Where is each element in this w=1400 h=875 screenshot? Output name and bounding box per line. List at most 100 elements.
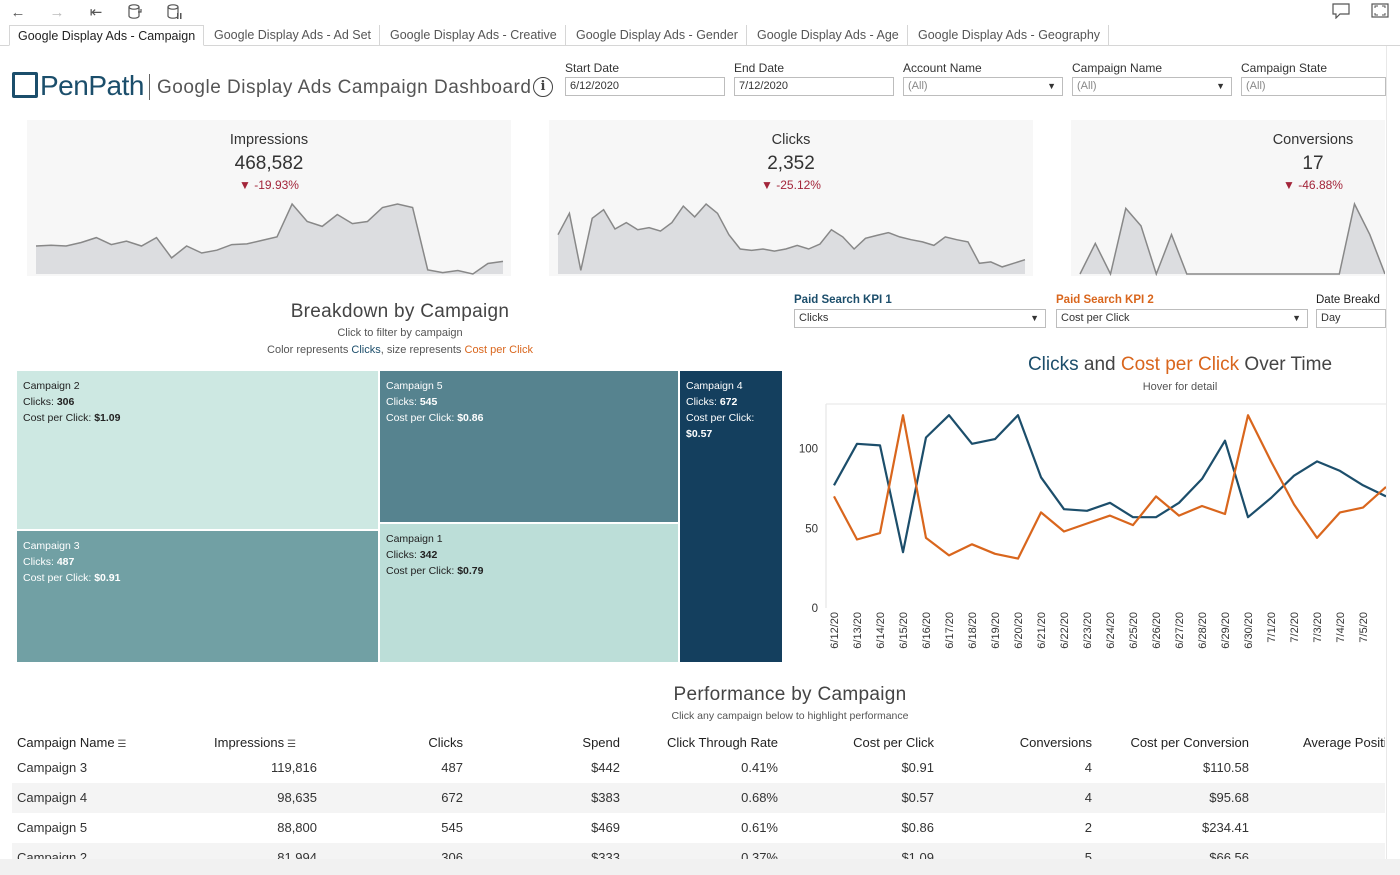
filter-campaign-name: Campaign Name (All) ▼ (1072, 61, 1232, 96)
sort-icon[interactable]: ☰ (117, 739, 127, 750)
toolbar: ← → ⇤ (0, 0, 1400, 26)
tile-cpc: Cost per Click: $1.09 (23, 410, 372, 426)
fullscreen-icon[interactable] (1370, 3, 1390, 23)
cell-spend: $383 (591, 790, 620, 805)
x-tick-label: 6/28/20 (1197, 612, 1209, 649)
filter-label: Account Name (903, 61, 982, 75)
dropdown-arrow-icon: ▼ (1216, 81, 1225, 91)
filter-label: Start Date (565, 61, 620, 75)
kpi-delta: ▼ -25.12% (549, 178, 1033, 192)
tile-clicks: Clicks: 487 (23, 554, 372, 570)
pause-updates-icon[interactable] (164, 3, 184, 23)
treemap-tile-campaign-1[interactable]: Campaign 1 Clicks: 342 Cost per Click: $… (379, 523, 679, 663)
date-breakdown-select[interactable]: Day (1316, 309, 1386, 328)
tile-clicks-label: Clicks: (23, 556, 54, 568)
col-ctr[interactable]: Click Through Rate (666, 735, 778, 750)
tab-gender[interactable]: Google Display Ads - Gender (568, 25, 747, 46)
back-icon[interactable]: ← (10, 4, 26, 21)
kpi-delta: ▼ -19.93% (27, 178, 511, 192)
tile-clicks: Clicks: 672 (686, 394, 776, 410)
table-row[interactable]: Campaign 3 119,816 487 $442 0.41% $0.91 4 $110.… (12, 753, 1385, 783)
kpi-title: Clicks (771, 132, 811, 148)
tile-clicks-value: 342 (419, 549, 438, 561)
selected-value: (All) (1246, 80, 1266, 92)
campaign-name-select[interactable]: (All) ▼ (1072, 77, 1232, 96)
clicks-sparkline[interactable] (549, 200, 1033, 276)
col-average-position[interactable]: Average Positi (1303, 735, 1385, 750)
impressions-sparkline[interactable] (27, 200, 511, 276)
sort-icon[interactable]: ☰ (287, 739, 297, 750)
series-line-clicks[interactable] (833, 414, 1386, 554)
col-impressions[interactable]: Impressions ☰ (214, 733, 296, 755)
tile-cpc-value: $0.57 (686, 428, 713, 440)
col-clicks[interactable]: Clicks (428, 735, 463, 750)
tile-cpc-label: Cost per Click: (23, 572, 92, 584)
x-tick-label: 7/1/20 (1266, 612, 1278, 643)
col-label: Impressions (214, 735, 285, 750)
tab-creative[interactable]: Google Display Ads - Creative (382, 25, 566, 46)
info-icon[interactable]: i (533, 77, 553, 97)
tile-cpc-value: $1.09 (94, 412, 121, 424)
tile-cpc: Cost per Click: $0.91 (23, 570, 372, 586)
tile-clicks: Clicks: 306 (23, 394, 372, 410)
account-name-select[interactable]: (All) ▼ (903, 77, 1063, 96)
vertical-scrollbar[interactable] (1386, 46, 1400, 875)
tile-name: Campaign 5 (386, 380, 443, 392)
header-divider (149, 74, 150, 100)
tab-geography[interactable]: Google Display Ads - Geography (910, 25, 1110, 46)
forward-icon[interactable]: → (49, 4, 65, 21)
start-date-input[interactable]: 6/12/2020 (565, 77, 725, 96)
x-tick-label: 6/18/20 (967, 612, 979, 649)
conversions-sparkline[interactable] (1071, 200, 1385, 276)
tab-age[interactable]: Google Display Ads - Age (749, 25, 908, 46)
tile-cpc-label: Cost per Click: (686, 412, 755, 424)
col-campaign-name[interactable]: Campaign Name ☰ (17, 733, 127, 755)
y-tick-label: 0 (812, 603, 818, 615)
title-and: and (1078, 354, 1121, 375)
end-date-input[interactable]: 7/12/2020 (734, 77, 894, 96)
series-line-cost-per-click[interactable] (833, 414, 1386, 560)
treemap-tile-campaign-2[interactable]: Campaign 2 Clicks: 306 Cost per Click: $… (16, 370, 379, 530)
kpi2-select[interactable]: Cost per Click ▼ (1056, 309, 1308, 328)
tab-ad-set[interactable]: Google Display Ads - Ad Set (206, 25, 381, 46)
cell-spend: $442 (591, 760, 620, 775)
treemap-tile-campaign-3[interactable]: Campaign 3 Clicks: 487 Cost per Click: $… (16, 530, 379, 663)
table-row[interactable]: Campaign 4 98,635 672 $383 0.68% $0.57 4 $95.68 (12, 783, 1385, 813)
tile-clicks-value: 545 (419, 396, 438, 408)
comment-icon[interactable] (1331, 3, 1351, 23)
tile-clicks-label: Clicks: (23, 396, 54, 408)
col-cost-per-conversion[interactable]: Cost per Conversion (1130, 735, 1250, 750)
clicks-cpc-line-chart[interactable]: 0 50 100 6/12/20 6/13/20 6/14/20 6/15/20 6/16/2… (792, 400, 1386, 662)
breakdown-subtitle: Click to filter by campaign (337, 327, 463, 339)
cell-conversions: 4 (1084, 760, 1092, 775)
title-over-time: Over Time (1239, 354, 1333, 375)
filter-campaign-state: Campaign State (All) (1241, 61, 1386, 96)
campaign-state-select[interactable]: (All) (1241, 77, 1386, 96)
x-tick-label: 6/26/20 (1151, 612, 1163, 649)
tab-campaign[interactable]: Google Display Ads - Campaign (9, 25, 205, 46)
selected-value: Day (1321, 312, 1341, 324)
cell-cpc: $0.57 (901, 790, 934, 805)
col-conversions[interactable]: Conversions (1019, 735, 1092, 750)
kpi1-select[interactable]: Clicks ▼ (794, 309, 1046, 328)
col-cpc[interactable]: Cost per Click (853, 735, 934, 750)
x-tick-label: 6/23/20 (1082, 612, 1094, 649)
cell-campaign-name: Campaign 5 (17, 820, 88, 835)
cell-cpc: $0.86 (901, 820, 934, 835)
filter-label: End Date (734, 61, 785, 75)
kpi1-label: Paid Search KPI 1 (794, 294, 892, 306)
treemap-tile-campaign-4[interactable]: Campaign 4 Clicks: 672 Cost per Click: $… (679, 370, 783, 663)
selected-value: (All) (908, 80, 928, 92)
col-spend[interactable]: Spend (582, 735, 620, 750)
treemap-tile-campaign-5[interactable]: Campaign 5 Clicks: 545 Cost per Click: $… (379, 370, 679, 523)
table-row[interactable]: Campaign 5 88,800 545 $469 0.61% $0.86 2 $234.4… (12, 813, 1385, 843)
table-body: Campaign 3 119,816 487 $442 0.41% $0.91 4 $110.… (12, 753, 1385, 873)
tile-cpc: Cost per Click: $0.86 (386, 410, 672, 426)
legend-clicks: Clicks (351, 344, 381, 356)
revert-icon[interactable]: ⇤ (89, 4, 103, 21)
sparkline-area (1080, 204, 1385, 274)
campaign-treemap: Campaign 2 Clicks: 306 Cost per Click: $… (16, 370, 783, 663)
horizontal-scrollbar[interactable] (0, 859, 1400, 875)
data-refresh-icon[interactable] (125, 3, 145, 23)
x-tick-label: 6/29/20 (1220, 612, 1232, 649)
